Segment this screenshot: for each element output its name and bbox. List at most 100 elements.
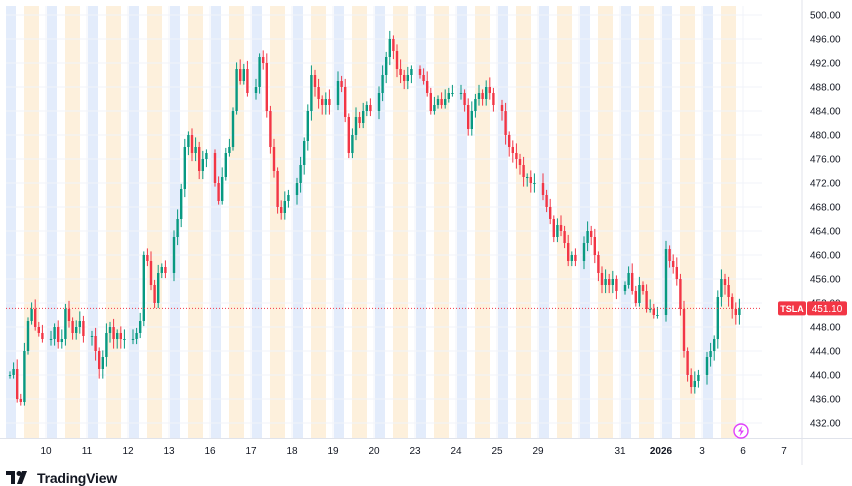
candle-body bbox=[213, 153, 217, 183]
candle-body bbox=[269, 111, 272, 147]
candle-body bbox=[71, 321, 74, 333]
premarket-band bbox=[47, 6, 57, 438]
candle-body bbox=[306, 111, 309, 141]
candle-body bbox=[611, 279, 614, 285]
afterhours-band bbox=[270, 6, 285, 438]
price-axis[interactable]: 500.00 496.00 492.00 488.00 484.00 480.00 476.… bbox=[801, 0, 841, 465]
candle-body bbox=[146, 255, 149, 261]
candle-body bbox=[586, 231, 589, 243]
price-chart[interactable]: 500.00 496.00 492.00 488.00 484.00 480.00 476.… bbox=[0, 0, 852, 465]
candle-body bbox=[529, 177, 532, 183]
candle-body bbox=[392, 39, 395, 51]
afterhours-band bbox=[598, 6, 613, 438]
candle-body bbox=[377, 93, 381, 111]
candle-body bbox=[317, 87, 320, 99]
candle-body bbox=[426, 81, 429, 93]
candle-body bbox=[504, 111, 507, 135]
candle-body bbox=[283, 201, 286, 213]
candle-body bbox=[198, 147, 201, 171]
candle-body bbox=[668, 249, 671, 261]
candle-body bbox=[672, 261, 675, 267]
candle-body bbox=[287, 195, 290, 201]
candle-body bbox=[344, 87, 347, 117]
x-tick-label: 19 bbox=[327, 446, 339, 457]
afterhours-band bbox=[393, 6, 408, 438]
candle-body bbox=[224, 153, 227, 177]
y-tick-label: 480.00 bbox=[810, 131, 841, 142]
last-price-badge-bg bbox=[807, 301, 847, 316]
candle-body bbox=[347, 117, 350, 153]
candle-body bbox=[41, 333, 44, 339]
candle-body bbox=[139, 321, 142, 333]
candle-body bbox=[570, 255, 573, 261]
candle-body bbox=[351, 135, 354, 153]
candle-body bbox=[690, 375, 693, 387]
candle-body bbox=[593, 237, 596, 255]
candle-body bbox=[477, 93, 481, 99]
candle-body bbox=[362, 111, 365, 123]
candle-body bbox=[634, 291, 637, 303]
candle-body bbox=[201, 159, 204, 171]
candle-body bbox=[34, 309, 37, 327]
y-tick-label: 436.00 bbox=[810, 395, 841, 406]
premarket-band bbox=[6, 6, 16, 438]
premarket-band bbox=[211, 6, 221, 438]
candle-body bbox=[399, 69, 402, 75]
candle-body bbox=[720, 279, 723, 297]
candle-body bbox=[101, 357, 104, 369]
candle-body bbox=[135, 333, 138, 339]
candle-body bbox=[467, 105, 470, 129]
candle-body bbox=[239, 69, 242, 81]
candle-body bbox=[123, 339, 126, 340]
candlestick-series bbox=[8, 30, 741, 406]
candle-body bbox=[508, 135, 511, 147]
candle-body bbox=[664, 249, 668, 315]
candle-body bbox=[164, 267, 167, 273]
y-tick-label: 468.00 bbox=[810, 203, 841, 214]
afterhours-band bbox=[475, 6, 490, 438]
candle-body bbox=[172, 237, 176, 273]
tradingview-logo[interactable]: TradingView bbox=[6, 470, 117, 486]
candle-body bbox=[436, 99, 440, 105]
candle-body bbox=[119, 333, 122, 339]
premarket-band bbox=[498, 6, 508, 438]
y-tick-label: 472.00 bbox=[810, 179, 841, 190]
y-tick-label: 492.00 bbox=[810, 59, 841, 70]
candle-body bbox=[321, 99, 324, 105]
afterhours-band bbox=[65, 6, 80, 438]
candle-body bbox=[713, 339, 716, 351]
candle-body bbox=[157, 273, 160, 303]
candle-body bbox=[604, 279, 607, 285]
extended-hours-bands bbox=[6, 6, 736, 438]
candle-body bbox=[675, 267, 678, 279]
candle-body bbox=[444, 99, 447, 105]
candle-body bbox=[447, 93, 450, 99]
afterhours-band bbox=[188, 6, 203, 438]
candle-body bbox=[94, 336, 97, 351]
x-tick-label: 20 bbox=[368, 446, 380, 457]
candle-body bbox=[522, 165, 525, 177]
y-tick-label: 456.00 bbox=[810, 275, 841, 286]
time-axis[interactable]: 10 11 12 13 16 17 18 19 20 23 24 25 29 31 2026 3 6 7 bbox=[0, 438, 852, 458]
afterhours-band bbox=[24, 6, 39, 438]
y-tick-label: 496.00 bbox=[810, 35, 841, 46]
x-tick-label: 3 bbox=[699, 446, 705, 457]
candle-body bbox=[627, 273, 630, 285]
candle-body bbox=[221, 177, 224, 201]
candle-body bbox=[556, 225, 559, 237]
y-tick-label: 440.00 bbox=[810, 371, 841, 382]
candle-body bbox=[541, 183, 545, 195]
x-tick-label: 23 bbox=[409, 446, 421, 457]
candle-body bbox=[693, 381, 696, 387]
afterhours-band bbox=[434, 6, 449, 438]
candle-body bbox=[149, 261, 153, 285]
candle-body bbox=[8, 375, 12, 376]
candle-body bbox=[57, 327, 60, 342]
candle-body bbox=[440, 99, 443, 105]
lightning-icon[interactable] bbox=[733, 423, 749, 439]
candle-body bbox=[242, 69, 245, 81]
candle-body bbox=[49, 339, 53, 340]
candle-body bbox=[429, 93, 432, 111]
candle-body bbox=[254, 87, 258, 93]
